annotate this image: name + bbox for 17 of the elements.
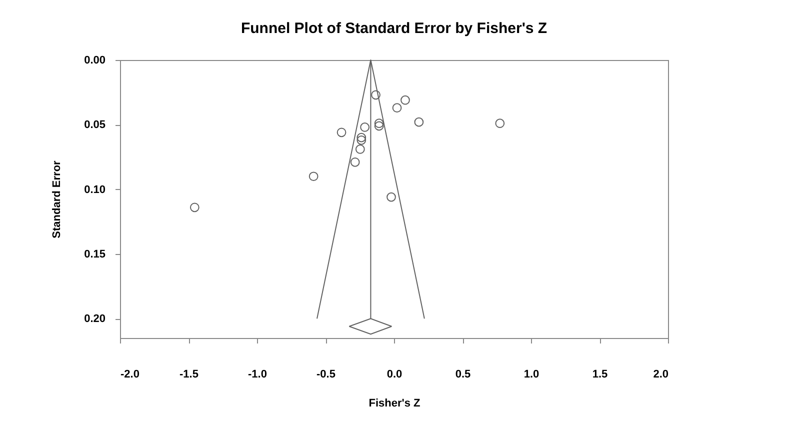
x-tick-label: 2.0 <box>653 368 668 380</box>
x-tick-label: -0.5 <box>316 368 336 380</box>
y-axis-title: Standard Error <box>51 160 64 238</box>
x-tick-label: -2.0 <box>120 368 140 380</box>
y-tick-label: 0.05 <box>84 119 106 132</box>
y-tick-label: 0.20 <box>84 313 106 326</box>
x-tick-label: -1.0 <box>248 368 267 380</box>
y-tick-label: 0.00 <box>84 54 106 66</box>
y-tick-label: 0.10 <box>84 184 106 196</box>
x-tick-label: 1.5 <box>592 368 608 380</box>
x-axis-title: Fisher's Z <box>368 398 421 410</box>
x-tick-label: 0.0 <box>386 368 402 380</box>
x-tick-label: 1.0 <box>524 368 540 380</box>
x-tick-label: -1.5 <box>180 368 198 380</box>
chart-title: Funnel Plot of Standard Error by Fisher's Z <box>240 20 548 37</box>
y-tick-label: 0.15 <box>84 248 106 260</box>
x-tick-label: 0.5 <box>455 368 471 380</box>
